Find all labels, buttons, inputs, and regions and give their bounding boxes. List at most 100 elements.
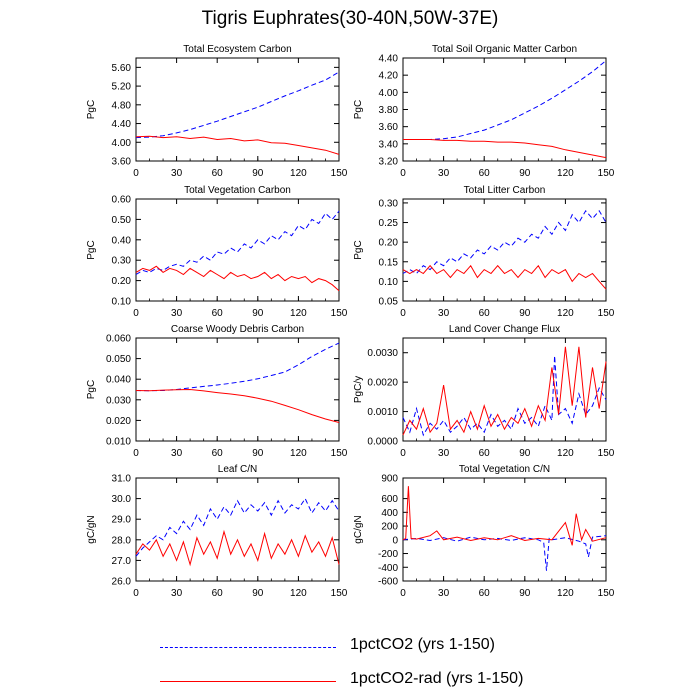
legend-swatch-dashed [160, 647, 336, 648]
y-tick-label: 400 [381, 508, 398, 519]
y-tick-label: 26.0 [112, 577, 132, 588]
chart-panel: Leaf C/N 0 30 60 90 120 150 26.0 27.0 28.0 29.0 30.… [86, 464, 348, 599]
chart-panel: Coarse Woody Debris Carbon 0 30 60 90 120 150 0… [86, 324, 348, 459]
x-tick-label: 30 [171, 168, 183, 179]
chart-title: Total Vegetation Carbon [184, 185, 291, 196]
x-tick-label: 90 [252, 448, 264, 459]
series-line-1pctco2-rad [135, 529, 340, 567]
y-tick-label: 3.60 [379, 122, 399, 133]
chart-title: Total Ecosystem Carbon [183, 44, 291, 55]
series-line-1pctco2-rad [402, 346, 607, 436]
x-tick-label: 90 [519, 588, 531, 599]
y-axis-label: PgC/y [353, 376, 364, 403]
y-tick-label: 0.0000 [367, 437, 398, 448]
series-line-1pctco2 [402, 535, 607, 571]
y-axis-label: PgC [353, 240, 364, 259]
plot-frame [135, 477, 340, 582]
y-axis-label: PgC [353, 100, 364, 119]
plot-frame [402, 477, 607, 582]
y-tick-label: 3.40 [379, 139, 399, 150]
x-tick-label: 0 [400, 588, 406, 599]
y-tick-label: 4.40 [379, 54, 399, 65]
y-tick-label: 0.040 [106, 375, 131, 386]
x-tick-label: 120 [290, 588, 307, 599]
x-tick-label: 0 [133, 588, 139, 599]
x-tick-label: 30 [438, 168, 450, 179]
x-tick-label: 90 [252, 308, 264, 319]
x-tick-label: 120 [290, 308, 307, 319]
y-tick-label: 0.60 [112, 195, 132, 206]
x-tick-label: 0 [133, 168, 139, 179]
y-tick-label: 3.20 [379, 157, 399, 168]
chart-title: Total Litter Carbon [464, 185, 546, 196]
y-tick-label: 30.0 [112, 494, 132, 505]
x-tick-label: 0 [400, 448, 406, 459]
y-tick-label: 0.40 [112, 235, 132, 246]
y-tick-label: 0.10 [112, 297, 132, 308]
x-tick-label: 30 [171, 448, 183, 459]
y-tick-label: 3.60 [112, 157, 132, 168]
y-axis-label: gC/gN [86, 515, 97, 543]
y-axis-label: PgC [86, 240, 97, 259]
x-tick-label: 150 [598, 448, 615, 459]
y-tick-label: 4.00 [112, 138, 132, 149]
series-line-1pctco2 [135, 342, 340, 392]
x-tick-label: 30 [171, 588, 183, 599]
x-tick-label: 90 [519, 168, 531, 179]
y-tick-label: 0.0010 [367, 407, 398, 418]
y-axis-label: gC/gN [353, 515, 364, 543]
legend-swatch-solid [160, 681, 336, 682]
series-line-1pctco2-rad [402, 264, 607, 290]
y-tick-label: 0.30 [112, 256, 132, 267]
series-line-1pctco2-rad [135, 265, 340, 292]
x-tick-label: 120 [290, 168, 307, 179]
series-line-1pctco2-rad [403, 139, 607, 159]
legend-label: 1pctCO2 (yrs 1-150) [350, 636, 495, 653]
x-tick-label: 30 [438, 448, 450, 459]
y-axis-label: PgC [86, 380, 97, 399]
y-tick-label: 4.00 [379, 88, 399, 99]
chart-title: Total Vegetation C/N [459, 464, 550, 475]
x-tick-label: 150 [331, 588, 348, 599]
chart-panel: Land Cover Change Flux 0 30 60 90 120 150 0.000… [353, 324, 615, 459]
x-tick-label: 0 [400, 308, 406, 319]
x-tick-label: 30 [438, 588, 450, 599]
y-tick-label: 0.010 [106, 437, 131, 448]
y-tick-label: -200 [378, 549, 398, 560]
legend-entry-1pctco2-rad: 1pctCO2-rad (yrs 1-150) [150, 670, 570, 694]
x-tick-label: 150 [331, 448, 348, 459]
x-tick-label: 120 [290, 448, 307, 459]
y-tick-label: 900 [381, 474, 398, 485]
x-tick-label: 0 [133, 308, 139, 319]
y-tick-label: 4.80 [112, 100, 132, 111]
y-axis-label: PgC [86, 100, 97, 119]
figure-title: Tigris Euphrates(30-40N,50W-37E) [201, 8, 499, 29]
x-tick-label: 60 [479, 168, 491, 179]
chart-panel: Total Litter Carbon 0 30 60 90 120 150 0.05 0.10… [353, 185, 615, 319]
chart-title: Total Soil Organic Matter Carbon [432, 44, 577, 55]
y-tick-label: 0.020 [106, 416, 131, 427]
y-tick-label: 3.80 [379, 105, 399, 116]
x-tick-label: 120 [557, 588, 574, 599]
chart-title: Land Cover Change Flux [449, 324, 560, 335]
y-tick-label: 29.0 [112, 515, 132, 526]
legend-entry-1pctco2: 1pctCO2 (yrs 1-150) [150, 636, 570, 660]
plot-frame [402, 198, 607, 302]
y-tick-label: -600 [378, 577, 398, 588]
series-line-1pctco2 [402, 355, 607, 437]
y-tick-label: 0.20 [379, 238, 399, 249]
y-tick-label: 600 [381, 494, 398, 505]
chart-title: Leaf C/N [218, 464, 257, 475]
chart-panel: Total Vegetation C/N 0 30 60 90 120 150 -600 -40… [353, 464, 615, 599]
y-tick-label: 0.25 [379, 218, 399, 229]
y-tick-label: 0.0030 [367, 348, 398, 359]
y-tick-label: 31.0 [112, 474, 132, 485]
x-tick-label: 0 [400, 168, 406, 179]
x-tick-label: 150 [598, 588, 615, 599]
x-tick-label: 150 [598, 168, 615, 179]
x-tick-label: 120 [557, 168, 574, 179]
x-tick-label: 60 [479, 448, 491, 459]
series-line-1pctco2 [135, 210, 340, 275]
x-tick-label: 90 [252, 168, 264, 179]
